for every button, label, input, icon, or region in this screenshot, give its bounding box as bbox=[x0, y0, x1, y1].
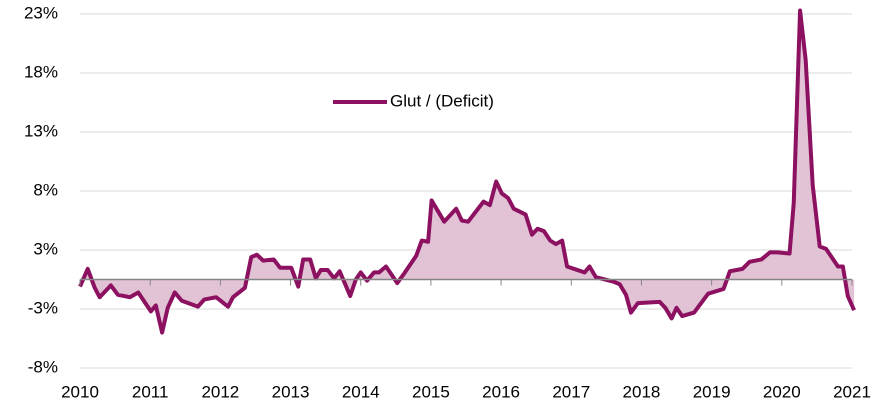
area bbox=[80, 10, 855, 333]
y-tick-label: 3% bbox=[33, 239, 58, 258]
grid bbox=[80, 13, 852, 369]
x-tick-label: 2012 bbox=[201, 382, 239, 401]
x-tick-label: 2016 bbox=[482, 382, 520, 401]
axes: -8% -3% 3% 8% 13% 18% 23% 2010 2011 2012 2013 2014 2… bbox=[24, 3, 871, 401]
x-tick-label: 2013 bbox=[272, 382, 310, 401]
y-tick-label: -3% bbox=[28, 298, 58, 317]
y-tick-label: -8% bbox=[28, 357, 58, 376]
legend-label: Glut / (Deficit) bbox=[390, 91, 494, 110]
y-tick-label: 23% bbox=[24, 3, 58, 22]
plot-area bbox=[78, 8, 856, 335]
x-tick-label: 2010 bbox=[61, 382, 99, 401]
y-tick-label: 8% bbox=[33, 180, 58, 199]
x-tick-label: 2011 bbox=[132, 382, 169, 401]
x-tick-label: 2020 bbox=[763, 382, 801, 401]
x-tick-label: 2017 bbox=[552, 382, 590, 401]
y-tick-label: 13% bbox=[24, 121, 58, 140]
x-tick-label: 2018 bbox=[623, 382, 661, 401]
x-tick-label: 2015 bbox=[412, 382, 450, 401]
y-tick-label: 18% bbox=[24, 62, 58, 81]
line bbox=[78, 8, 856, 335]
x-tick-label: 2019 bbox=[693, 382, 731, 401]
x-tick-label: 2021 bbox=[833, 382, 871, 401]
x-tick-label: 2014 bbox=[342, 382, 380, 401]
legend: Glut / (Deficit) bbox=[333, 91, 494, 110]
